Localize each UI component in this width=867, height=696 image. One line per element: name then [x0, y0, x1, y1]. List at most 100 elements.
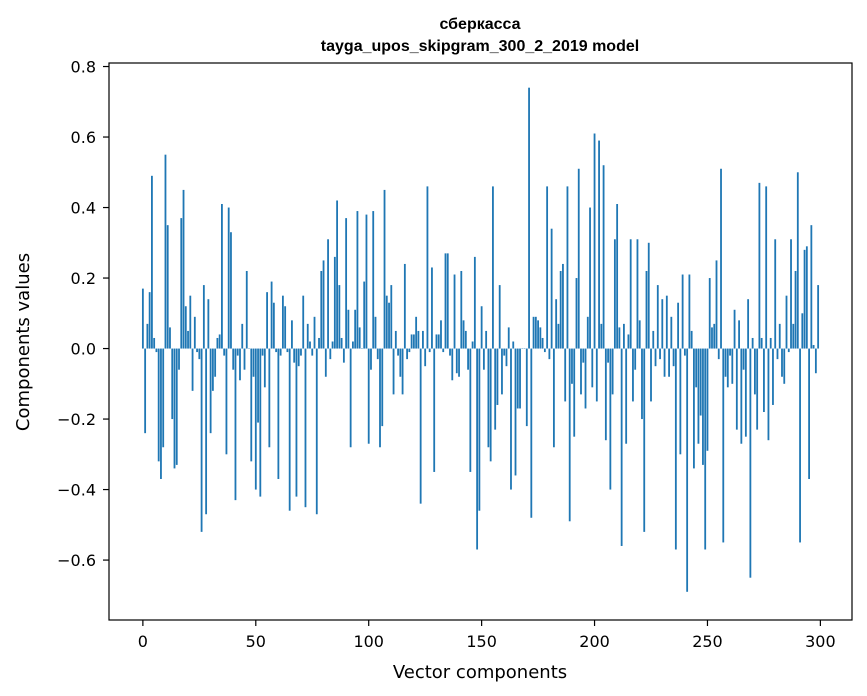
bar-267: [744, 348, 747, 437]
bar-104: [376, 348, 379, 360]
bar-74: [309, 341, 311, 349]
bar-203: [600, 323, 603, 349]
bar-236: [674, 348, 677, 550]
x-axis-label: Vector components: [393, 662, 567, 683]
bar-259: [726, 348, 729, 388]
bar-289: [794, 270, 797, 349]
bar-165: [514, 348, 517, 476]
bar-57: [270, 281, 273, 349]
bar-56: [268, 348, 271, 448]
bar-213: [623, 323, 625, 349]
bar-281: [776, 348, 779, 360]
bar-114: [399, 348, 402, 377]
bar-299: [817, 285, 820, 349]
bar-258: [724, 348, 727, 377]
bar-230: [661, 299, 664, 349]
chart-subtitle: tayga_upos_skipgram_300_2_2019 model: [321, 38, 639, 55]
bar-234: [670, 316, 673, 349]
bar-54: [263, 348, 266, 388]
x-axis-ticks: 0 50 100 150 200 250 300: [138, 620, 836, 651]
bar-215: [627, 334, 630, 349]
bar-228: [656, 285, 659, 349]
bar-109: [388, 302, 390, 349]
bar-49: [252, 348, 255, 377]
bar-242: [688, 274, 691, 349]
bar-64: [286, 348, 289, 353]
bar-150: [480, 306, 483, 349]
bar-214: [625, 348, 628, 444]
bar-93: [352, 341, 354, 349]
bar-204: [602, 165, 605, 349]
bar-238: [679, 348, 682, 455]
bar-263: [735, 348, 738, 430]
bar-65: [288, 348, 291, 511]
x-tick-label: 50: [246, 632, 266, 651]
bar-34: [218, 334, 221, 349]
bar-276: [765, 186, 768, 349]
y-tick-label: −0.6: [57, 551, 96, 570]
bar-108: [385, 295, 388, 349]
bar-84: [331, 341, 334, 349]
bar-17: [180, 218, 183, 349]
bar-142: [462, 320, 465, 349]
bar-172: [530, 348, 533, 518]
bar-265: [740, 348, 743, 444]
bar-36: [223, 348, 226, 356]
bar-250: [706, 348, 709, 451]
bar-24: [196, 348, 198, 353]
bar-271: [753, 348, 756, 395]
bar-159: [501, 348, 503, 395]
bar-272: [756, 348, 759, 430]
bar-40: [232, 348, 235, 370]
bar-205: [604, 348, 607, 441]
bar-176: [539, 327, 542, 349]
bar-217: [632, 348, 634, 402]
bar-111: [392, 348, 395, 395]
bar-10: [164, 154, 167, 349]
bar-79: [320, 270, 323, 349]
bar-0: [141, 288, 144, 349]
bar-131: [437, 334, 440, 349]
bar-119: [410, 334, 413, 349]
bar-208: [611, 348, 614, 395]
bar-216: [629, 239, 632, 349]
bar-155: [492, 186, 494, 349]
bar-27: [202, 285, 205, 349]
y-tick-label: −0.2: [57, 410, 96, 429]
bar-39: [230, 232, 232, 349]
bar-227: [654, 348, 657, 367]
bar-53: [261, 348, 264, 356]
x-tick-label: 200: [579, 632, 610, 651]
bar-38: [227, 207, 230, 349]
bar-223: [645, 270, 648, 349]
bar-240: [683, 348, 686, 356]
bar-277: [767, 348, 770, 441]
bar-166: [516, 348, 519, 409]
bar-68: [295, 348, 298, 497]
bar-98: [363, 281, 366, 349]
y-tick-label: 0.2: [71, 269, 96, 288]
bar-270: [751, 337, 754, 349]
bar-141: [460, 270, 463, 349]
bar-188: [566, 186, 569, 349]
bar-22: [191, 348, 194, 391]
bar-107: [383, 189, 386, 349]
bar-76: [313, 316, 316, 349]
bars-group: [141, 87, 820, 592]
bar-46: [245, 270, 248, 349]
bar-260: [729, 348, 731, 356]
bar-269: [749, 348, 752, 578]
bar-261: [731, 348, 734, 384]
bar-138: [453, 274, 456, 349]
bar-33: [216, 337, 219, 349]
bar-239: [681, 274, 684, 349]
bar-127: [428, 348, 431, 353]
bar-282: [778, 323, 781, 349]
bar-293: [803, 249, 806, 349]
bar-87: [338, 285, 341, 349]
bar-190: [571, 348, 573, 384]
bar-58: [272, 302, 275, 349]
bar-101: [370, 348, 372, 370]
bar-225: [650, 348, 652, 402]
bar-44: [241, 323, 244, 349]
